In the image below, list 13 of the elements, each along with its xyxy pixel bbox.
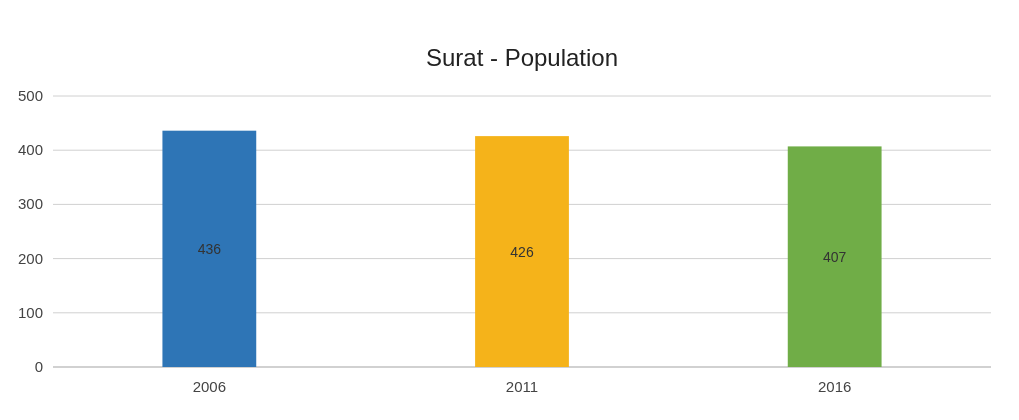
y-tick-label: 300 — [17, 195, 43, 213]
y-tick-label: 500 — [17, 87, 43, 104]
y-tick-label: 200 — [17, 249, 43, 267]
chart-title: Surat - Population — [425, 44, 619, 71]
data-label: 407 — [822, 248, 847, 265]
x-tick-label: 2016 — [817, 378, 852, 395]
y-tick-label: 400 — [17, 141, 43, 159]
y-tick-label: 0 — [34, 358, 43, 375]
data-label: 436 — [197, 240, 222, 257]
x-tick-label: 2011 — [505, 378, 539, 395]
x-tick-label: 2006 — [192, 378, 227, 395]
y-tick-label: 100 — [17, 303, 43, 321]
data-label: 426 — [510, 243, 534, 260]
